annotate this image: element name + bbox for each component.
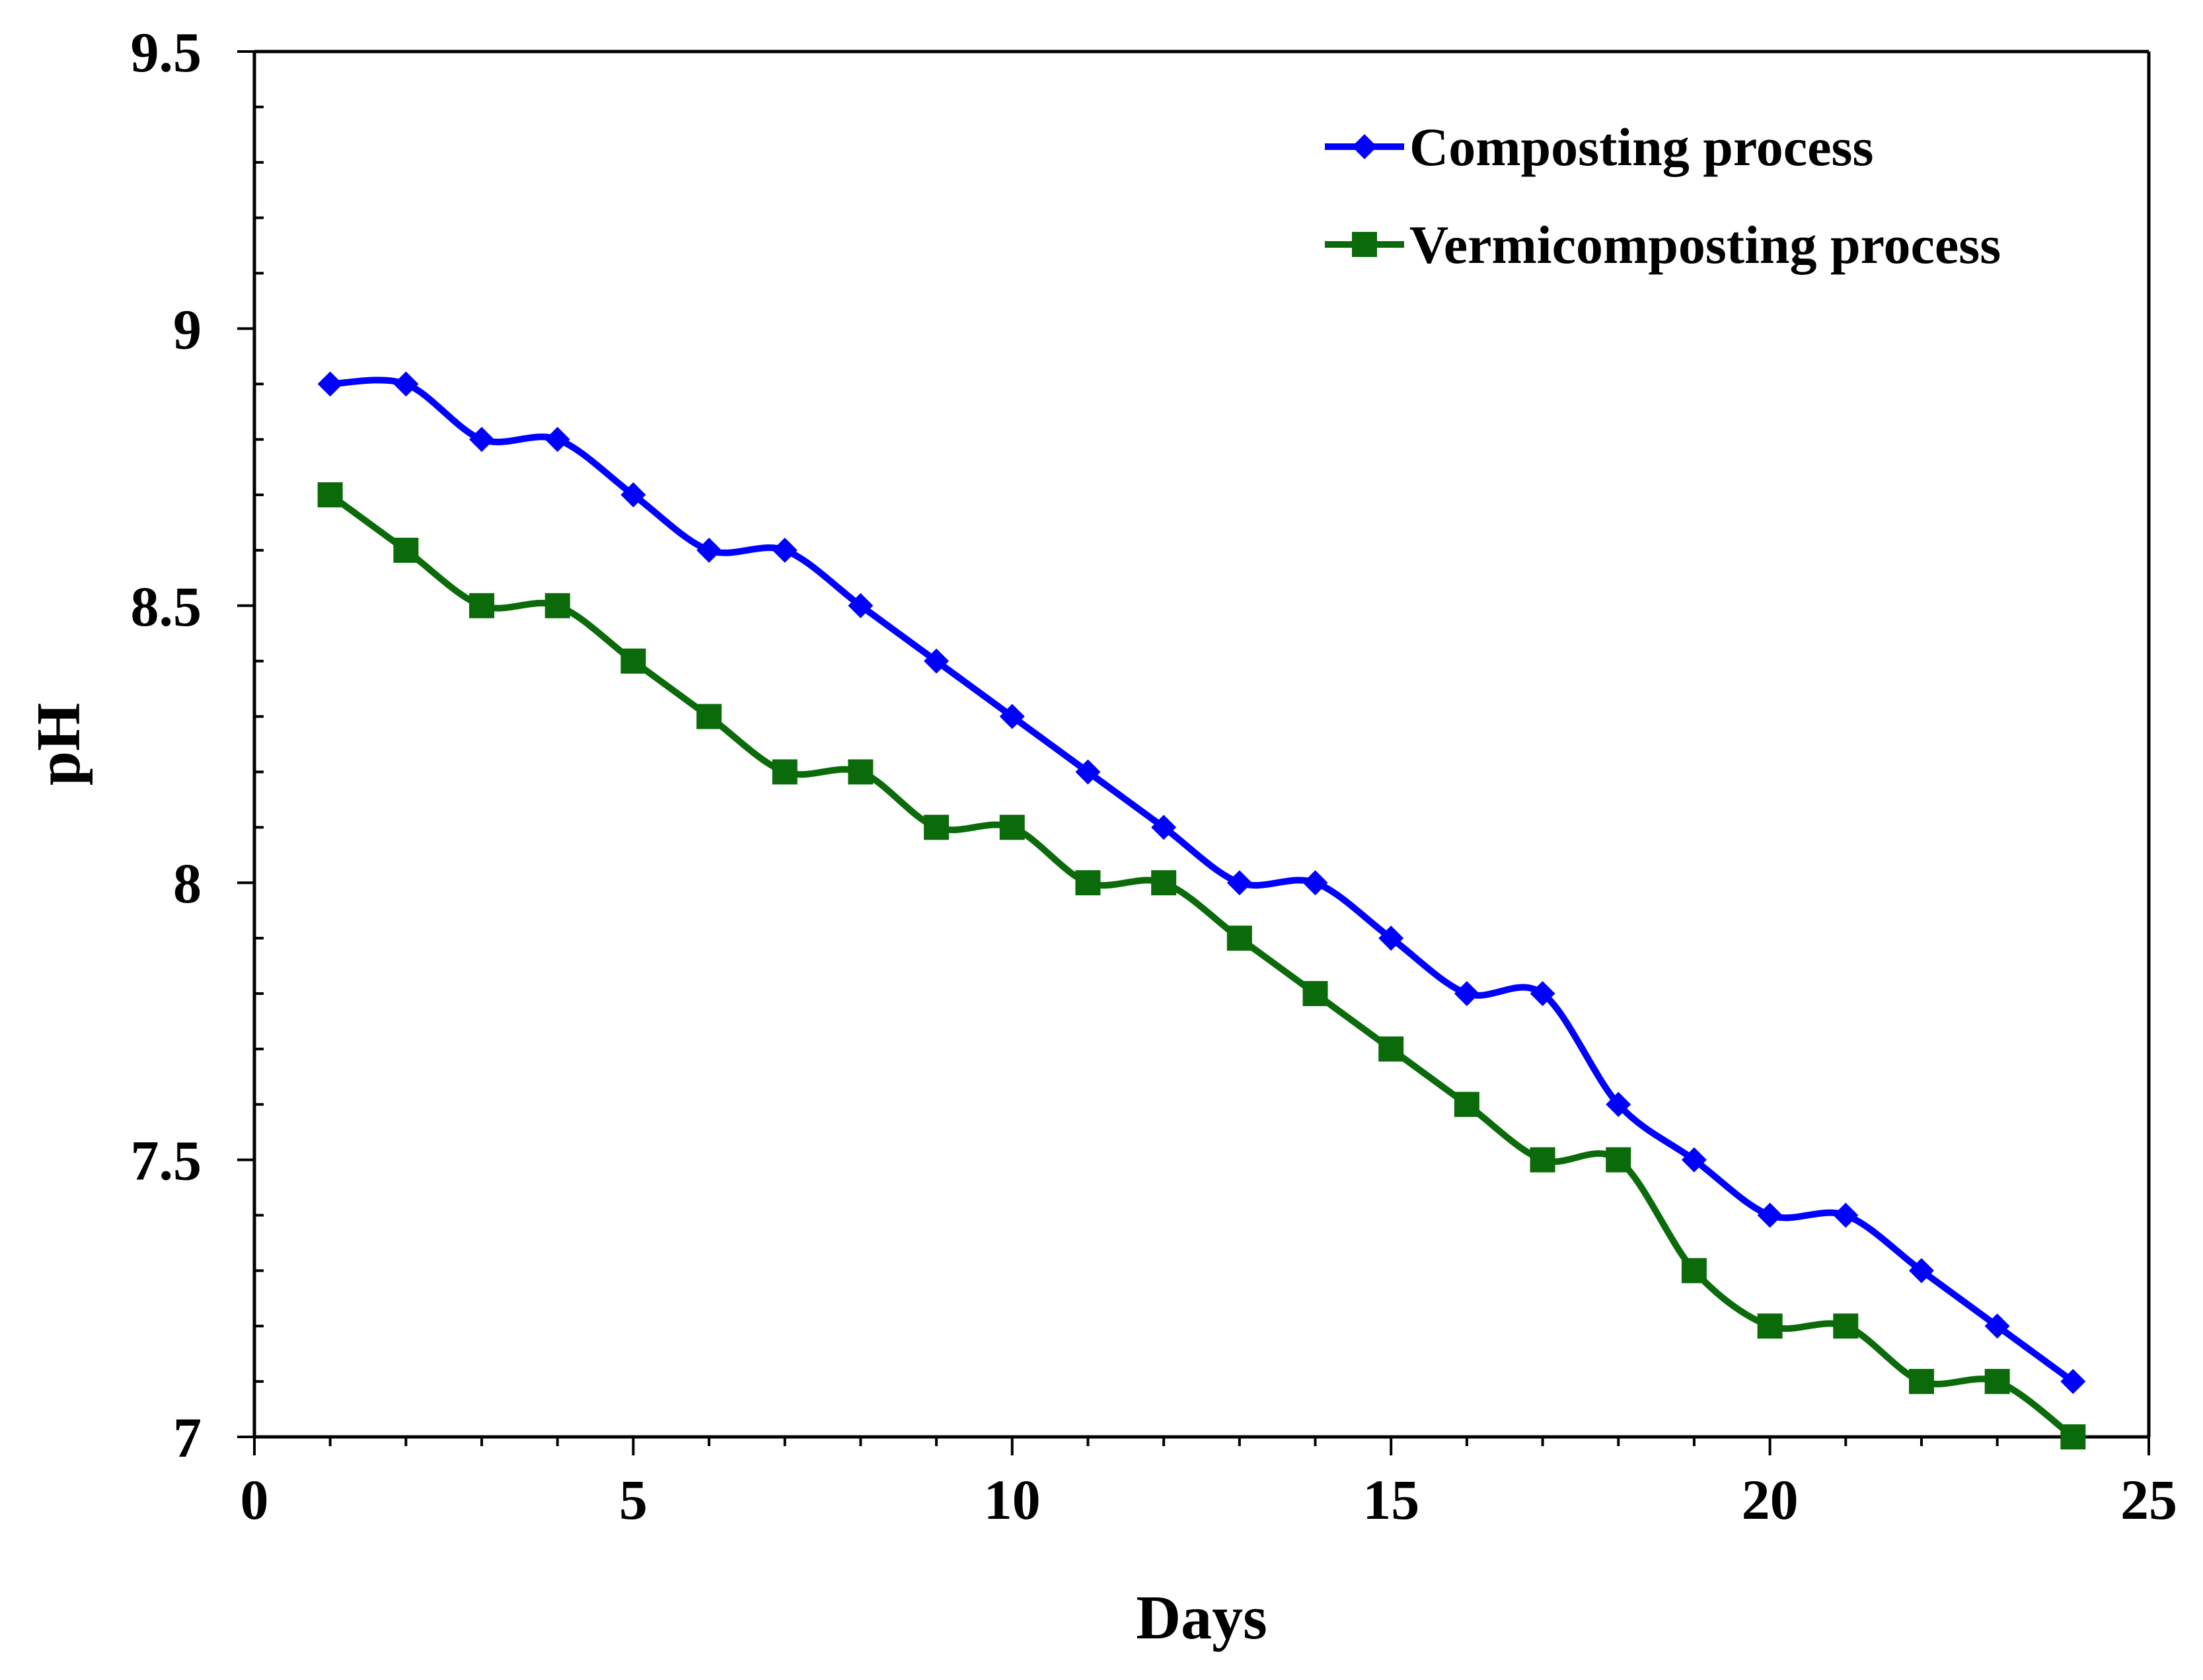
legend-entry: Composting process [1325, 117, 1873, 177]
data-point-marker [772, 759, 798, 785]
data-point-marker [469, 593, 495, 618]
data-point-marker [1378, 1036, 1404, 1062]
data-point-marker [393, 371, 419, 397]
data-point-marker [999, 815, 1025, 840]
y-tick-label: 7.5 [131, 1129, 202, 1192]
x-tick-label: 10 [984, 1468, 1041, 1531]
data-point-marker [317, 482, 343, 508]
data-point-marker [1454, 980, 1479, 1006]
data-point-marker [1681, 1147, 1707, 1173]
data-point-marker [1606, 1147, 1631, 1173]
data-point-marker [1984, 1313, 2010, 1339]
x-tick-label: 20 [1742, 1468, 1799, 1531]
data-point-marker [544, 427, 570, 453]
data-point-marker [1908, 1258, 1934, 1284]
data-point-marker [924, 648, 950, 674]
data-point-marker [1378, 926, 1404, 951]
data-point-marker [924, 815, 950, 840]
series-vermicomposting [317, 482, 2086, 1449]
data-point-marker [1151, 870, 1177, 896]
y-tick-label: 9 [173, 297, 202, 361]
series-line [326, 377, 2077, 1385]
series-composting [317, 371, 2086, 1395]
data-point-marker [1075, 759, 1101, 785]
data-point-marker [1530, 980, 1555, 1006]
data-point-marker [1075, 870, 1101, 896]
x-tick-label: 25 [2120, 1468, 2177, 1531]
data-point-marker [1302, 870, 1328, 896]
legend-label: Vermicomposting process [1409, 215, 2001, 275]
data-point-marker [1226, 870, 1252, 896]
legend-marker [1352, 232, 1377, 257]
data-point-marker [999, 704, 1025, 729]
data-point-marker [772, 537, 798, 563]
legend-entry: Vermicomposting process [1325, 215, 2001, 275]
axes [252, 50, 2151, 1439]
data-point-marker [1984, 1369, 2010, 1395]
data-point-marker [2060, 1424, 2086, 1449]
x-tick-label: 15 [1363, 1468, 1419, 1531]
data-point-marker [1757, 1313, 1783, 1339]
data-point-marker [1908, 1369, 1934, 1395]
series [317, 371, 2086, 1449]
data-point-marker [1226, 926, 1252, 951]
data-point-marker [1606, 1091, 1631, 1117]
y-axis-title: pH [24, 703, 93, 785]
x-tick-label: 5 [619, 1468, 648, 1531]
data-point-marker [317, 371, 343, 397]
data-point-marker [1681, 1258, 1707, 1284]
data-point-marker [1302, 980, 1328, 1006]
y-tick-label: 8 [173, 852, 202, 915]
data-point-marker [620, 648, 646, 674]
y-tick-label: 8.5 [131, 575, 202, 638]
data-point-marker [544, 593, 570, 618]
data-point-marker [1151, 815, 1177, 840]
x-tick-label: 0 [241, 1468, 269, 1531]
data-point-marker [1530, 1147, 1555, 1173]
legend: Composting process Vermicomposting proces… [1325, 117, 2001, 275]
data-point-marker [848, 759, 874, 785]
data-point-marker [848, 593, 874, 618]
data-point-marker [696, 704, 722, 729]
data-point-marker [620, 482, 646, 508]
data-point-marker [393, 537, 419, 563]
data-point-marker [1833, 1313, 1859, 1339]
legend-marker [1352, 134, 1377, 159]
x-axis-title: Days [1136, 1584, 1267, 1652]
data-point-marker [1833, 1202, 1859, 1228]
y-tick-label: 9.5 [131, 20, 202, 84]
legend-label: Composting process [1409, 117, 1873, 177]
data-point-marker [469, 427, 495, 453]
data-point-marker [2060, 1369, 2086, 1395]
y-tick-label: 7 [173, 1406, 202, 1469]
data-point-marker [1757, 1202, 1783, 1228]
data-point-marker [1454, 1091, 1479, 1117]
ticks: 0 5 10 15 20 25 7 7.5 8 8.5 9 9.5 [131, 20, 2178, 1531]
series-line [326, 492, 2077, 1440]
data-point-marker [696, 537, 722, 563]
